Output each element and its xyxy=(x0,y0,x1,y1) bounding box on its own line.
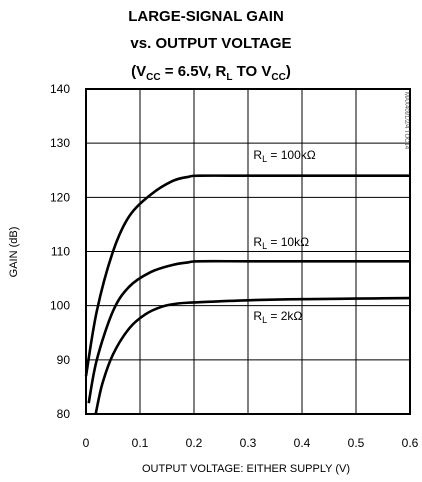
curve-label-100k: RL = 100kΩ xyxy=(253,148,315,164)
chart-title-line1: LARGE-SIGNAL GAIN xyxy=(128,8,284,25)
curve-labels: RL = 100kΩ RL = 10kΩ RL = 2kΩ xyxy=(253,148,315,325)
title-close: ) xyxy=(286,63,291,80)
grid xyxy=(86,89,410,414)
y-tick-label: 90 xyxy=(57,353,71,367)
title-mid2: TO V xyxy=(232,63,271,80)
y-tick-label: 110 xyxy=(51,245,70,259)
title-rl-sub: L xyxy=(226,72,232,83)
x-tick-label: 0.2 xyxy=(186,436,203,450)
x-tick-label: 0.4 xyxy=(294,436,311,450)
y-tick-label: 130 xyxy=(50,136,70,150)
x-tick-label: 0.1 xyxy=(132,436,149,450)
curve-label-10k: RL = 10kΩ xyxy=(253,235,309,251)
y-tick-label: 100 xyxy=(50,299,70,313)
x-tick-label: 0.6 xyxy=(402,436,419,450)
chart-title-line3: (VCC = 6.5V, RL TO VCC) xyxy=(131,63,291,83)
y-tick-label: 140 xyxy=(50,82,70,96)
x-tick-label: 0.5 xyxy=(348,436,365,450)
curve-100k xyxy=(84,174,411,377)
title-mid: = 6.5V, R xyxy=(161,63,227,80)
x-tick-labels: 0 0.1 0.2 0.3 0.4 0.5 0.6 xyxy=(83,436,419,450)
title-vcc-sub: CC xyxy=(146,72,160,83)
watermark-text: MAX4091/2/4 TOC14 xyxy=(403,92,409,150)
curves xyxy=(84,174,411,415)
title-open: (V xyxy=(131,63,146,80)
x-tick-label: 0.3 xyxy=(240,436,257,450)
title-vcc2-sub: CC xyxy=(271,72,285,83)
curve-10k xyxy=(87,259,410,404)
y-tick-label: 80 xyxy=(57,407,71,421)
x-axis-label: OUTPUT VOLTAGE: EITHER SUPPLY (V) xyxy=(142,463,350,475)
curve-2k xyxy=(94,296,411,415)
y-axis-label: GAIN (dB) xyxy=(8,227,20,278)
curve-label-2k: RL = 2kΩ xyxy=(253,309,302,325)
x-tick-label: 0 xyxy=(83,436,90,450)
chart-title-line2: vs. OUTPUT VOLTAGE xyxy=(130,35,291,52)
y-tick-label: 120 xyxy=(50,190,70,204)
y-tick-labels: 80 90 100 110 120 130 140 xyxy=(50,82,70,421)
plot-frame xyxy=(85,88,411,415)
